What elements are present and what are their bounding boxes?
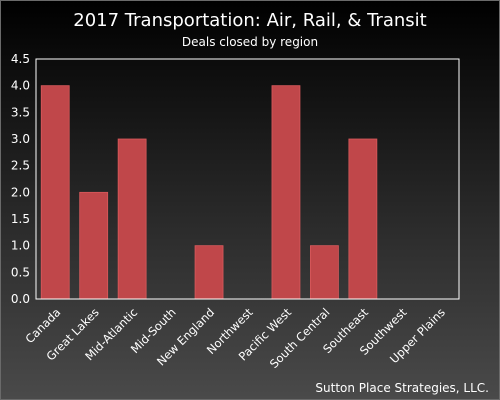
y-tick-label: 1.5 (11, 212, 30, 226)
y-tick-label: 3.5 (11, 105, 30, 119)
y-tick-label: 3.0 (11, 132, 30, 146)
y-tick-label: 4.0 (11, 79, 30, 93)
y-tick-label: 1.0 (11, 239, 30, 253)
bar-mid-atlantic (117, 138, 147, 300)
plot-area-border (35, 58, 460, 300)
bar-south-central (310, 245, 339, 300)
y-tick-label: 2.5 (11, 159, 30, 173)
bar-pacific-west (271, 85, 301, 300)
y-tick-label: 4.5 (11, 52, 30, 66)
chart-subtitle: Deals closed by region (182, 35, 318, 49)
y-axis: 0.0 0.5 1.0 1.5 2.0 2.5 3.0 3.5 4.0 4.5 (11, 52, 30, 306)
credit-text: Sutton Place Strategies, LLC. (315, 381, 489, 395)
y-tick-label: 0.0 (11, 292, 30, 306)
y-tick-label: 2.0 (11, 185, 30, 199)
y-tick-label: 0.5 (11, 265, 30, 279)
chart-title: 2017 Transportation: Air, Rail, & Transi… (73, 10, 426, 31)
bar-southeast (348, 138, 378, 300)
bar-great-lakes (79, 191, 109, 300)
bars (40, 85, 378, 300)
bar-new-england (194, 245, 224, 300)
bar-canada (40, 85, 70, 300)
